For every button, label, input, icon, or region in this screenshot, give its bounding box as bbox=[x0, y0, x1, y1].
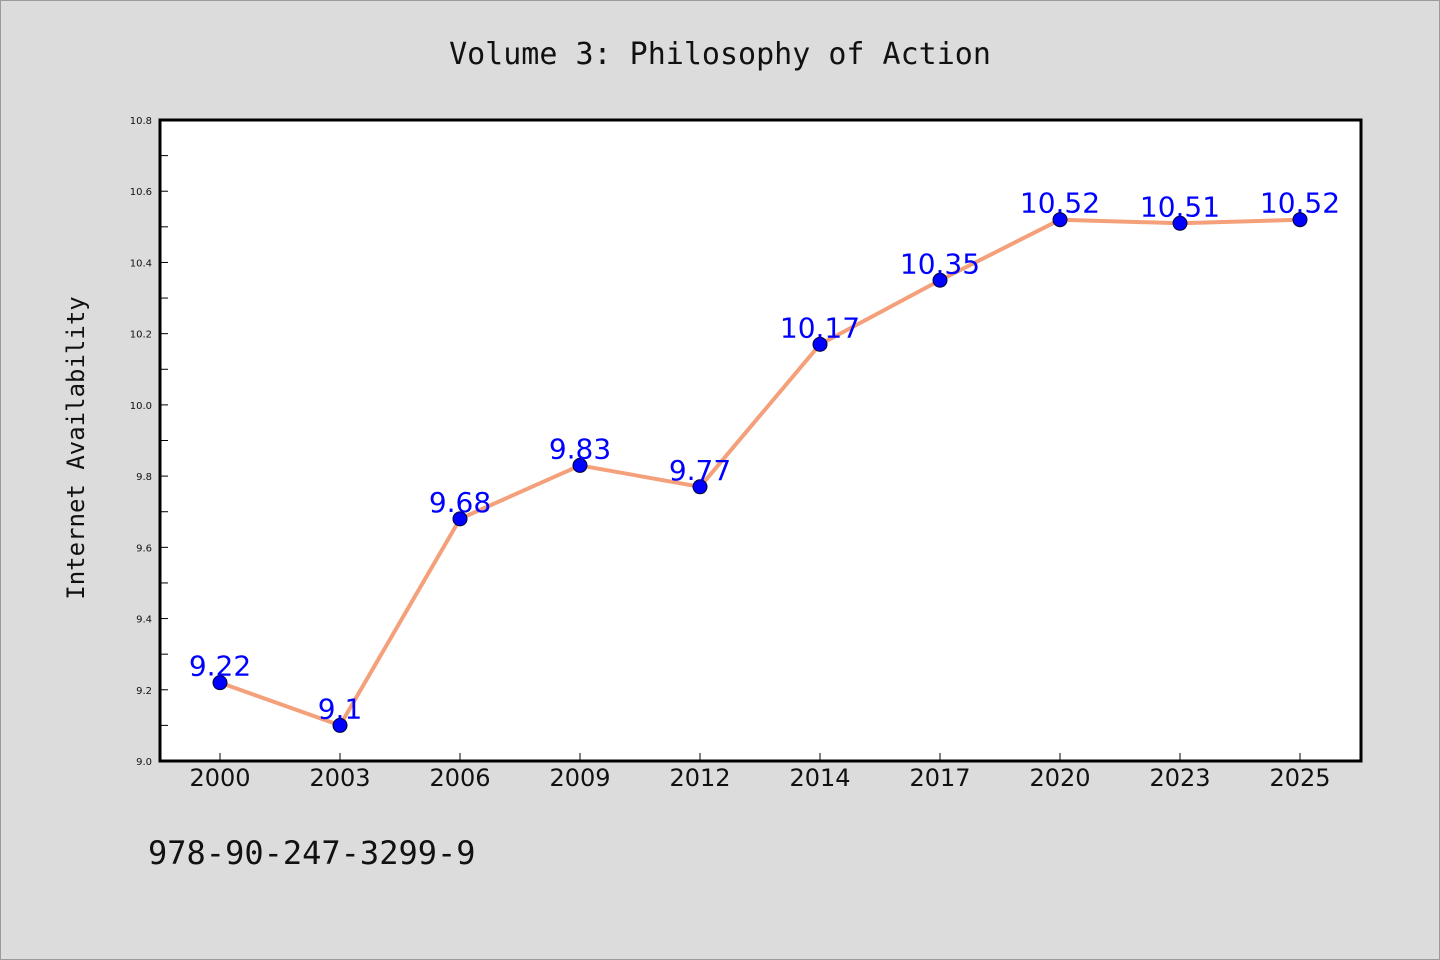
plot-area bbox=[158, 118, 1363, 763]
data-point bbox=[572, 457, 588, 473]
data-label: 9.22 bbox=[189, 650, 251, 683]
x-tick-label: 2000 bbox=[189, 764, 250, 792]
data-label: 9.68 bbox=[429, 486, 491, 519]
data-label: 9.77 bbox=[669, 454, 731, 487]
x-axis: 2000 2003 2006 2009 2012 2014 2017 2020 2023 2025 bbox=[189, 753, 1331, 792]
x-tick-label: 2025 bbox=[1269, 764, 1330, 792]
data-label: 10.52 bbox=[1020, 187, 1100, 220]
data-point bbox=[812, 336, 828, 352]
y-tick-label: 9.6 bbox=[136, 543, 152, 554]
data-label: 10.51 bbox=[1140, 190, 1220, 223]
y-tick-label: 9.0 bbox=[136, 757, 152, 768]
data-label: 10.35 bbox=[900, 247, 980, 280]
data-point bbox=[452, 511, 468, 527]
y-tick-label: 10.2 bbox=[130, 330, 152, 341]
chart-title: Volume 3: Philosophy of Action bbox=[449, 37, 991, 72]
x-tick-label: 2003 bbox=[309, 764, 370, 792]
y-tick-label: 9.8 bbox=[136, 472, 152, 483]
y-axis-label: Internet Availability bbox=[62, 296, 90, 599]
x-tick-label: 2020 bbox=[1029, 764, 1090, 792]
y-tick-label: 10.0 bbox=[130, 401, 152, 412]
x-tick-label: 2009 bbox=[549, 764, 610, 792]
x-tick-label: 2017 bbox=[909, 764, 970, 792]
y-tick-label: 9.4 bbox=[136, 615, 152, 626]
y-axis: 9.0 9.2 9.4 9.6 9.8 10.0 10.2 10.4 10.6 10.8 bbox=[130, 116, 168, 768]
data-point bbox=[332, 717, 348, 733]
data-label: 9.1 bbox=[318, 692, 363, 725]
y-tick-label: 10.8 bbox=[130, 116, 152, 127]
data-label: 9.83 bbox=[549, 432, 611, 465]
series-line bbox=[219, 217, 1301, 728]
isbn-text: 978-90-247-3299-9 bbox=[148, 834, 476, 872]
y-tick-label: 9.2 bbox=[136, 686, 152, 697]
series-group bbox=[212, 212, 1308, 733]
data-label: 10.17 bbox=[780, 311, 860, 344]
y-tick-label: 10.6 bbox=[130, 187, 152, 198]
data-label: 10.52 bbox=[1260, 187, 1340, 220]
data-point bbox=[932, 272, 948, 288]
data-labels: 9.22 9.1 9.68 9.83 9.77 10.17 10.35 10.52 10.51 1… bbox=[189, 187, 1340, 726]
x-tick-label: 2023 bbox=[1149, 764, 1210, 792]
data-point bbox=[692, 479, 708, 495]
x-tick-label: 2006 bbox=[429, 764, 490, 792]
data-point bbox=[1292, 212, 1308, 228]
y-tick-label: 10.4 bbox=[130, 258, 152, 269]
data-point bbox=[1052, 212, 1068, 228]
data-point bbox=[212, 675, 228, 691]
x-tick-label: 2014 bbox=[789, 764, 850, 792]
data-point bbox=[1172, 215, 1188, 231]
x-tick-label: 2012 bbox=[669, 764, 730, 792]
